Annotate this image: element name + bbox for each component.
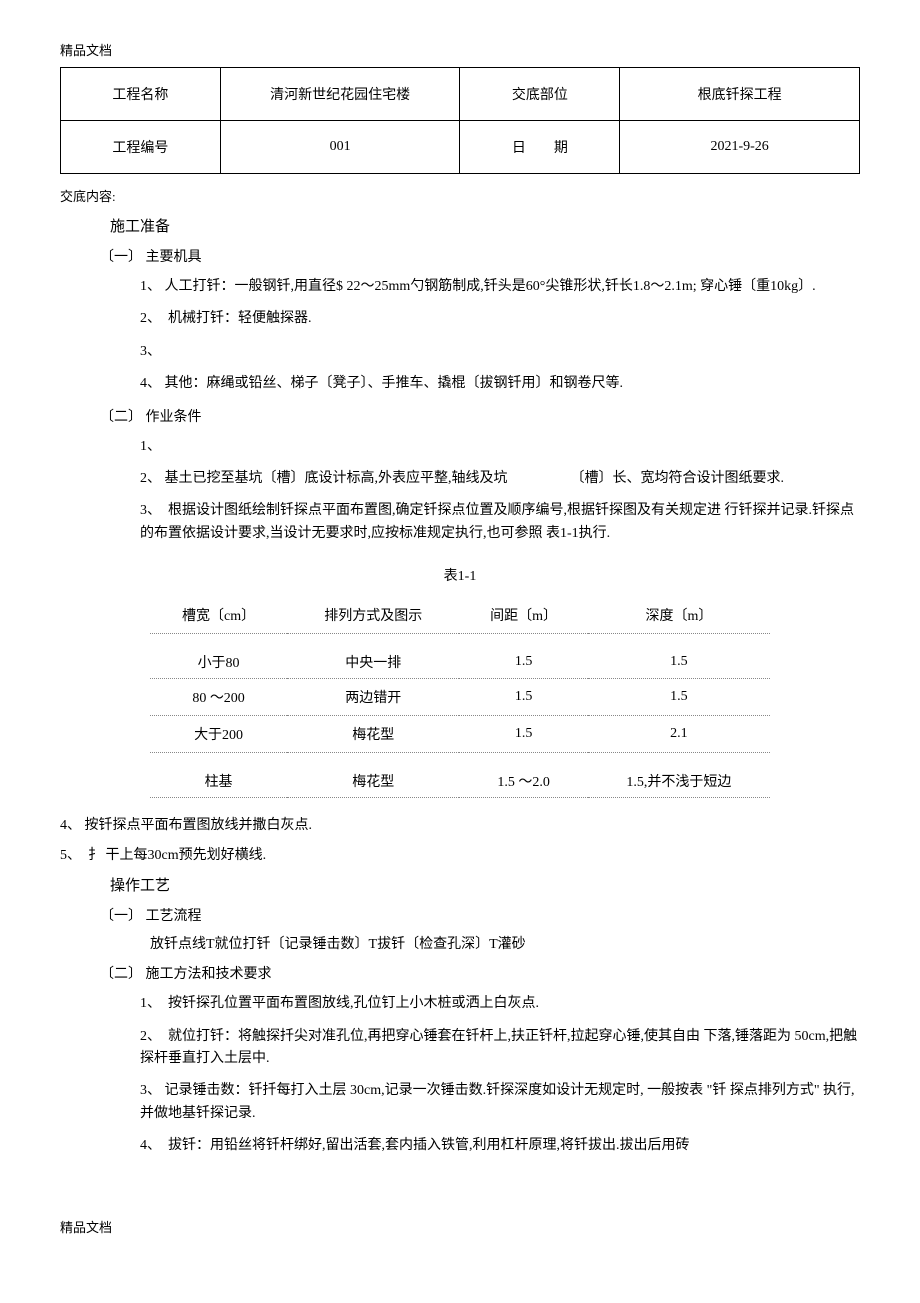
table-title: 表1-1 bbox=[60, 565, 860, 585]
sub-heading: 〔二〕 施工方法和技术要求 bbox=[100, 963, 860, 983]
sub-heading: 〔二〕 作业条件 bbox=[100, 406, 860, 426]
info-table: 工程名称 清河新世纪花园住宅楼 交底部位 根底钎探工程 工程编号 001 日 期… bbox=[60, 67, 860, 174]
table-cell: 2.1 bbox=[588, 716, 770, 753]
footer-label: 精品文档 bbox=[60, 1217, 860, 1236]
list-item: 2、 基土已挖至基坑〔槽〕底设计标高,外表应平整,轴线及坑 〔槽〕长、宽均符合设… bbox=[140, 468, 860, 490]
table-cell: 1.5 bbox=[459, 679, 587, 716]
list-item: 4、 其他：麻绳或铅丝、梯子〔凳子〕、手推车、撬棍〔拔钢钎用〕和钢卷尺等. bbox=[140, 373, 860, 395]
section-title: 施工准备 bbox=[110, 215, 860, 236]
table-cell: 两边错开 bbox=[287, 679, 459, 716]
table-cell: 1.5 bbox=[588, 679, 770, 716]
info-value: 001 bbox=[220, 121, 460, 174]
header-label: 精品文档 bbox=[60, 40, 860, 59]
table-cell: 中央一排 bbox=[287, 634, 459, 679]
table-cell: 1.5 〜2.0 bbox=[459, 753, 587, 798]
info-label: 工程编号 bbox=[61, 121, 221, 174]
table-header: 间距〔m〕 bbox=[459, 589, 587, 634]
sub-heading: 〔一〕 主要机具 bbox=[100, 246, 860, 266]
list-item: 1、 按钎探孔位置平面布置图放线,孔位钉上小木桩或洒上白灰点. bbox=[140, 993, 860, 1015]
data-table: 槽宽〔cm〕 排列方式及图示 间距〔m〕 深度〔m〕 小于80 中央一排 1.5… bbox=[150, 589, 770, 798]
table-cell: 大于200 bbox=[150, 716, 287, 753]
info-value: 根底钎探工程 bbox=[620, 68, 860, 121]
info-value: 2021-9-26 bbox=[620, 121, 860, 174]
table-cell: 1.5,并不浅于短边 bbox=[588, 753, 770, 798]
list-item: 3、 根据设计图纸绘制钎探点平面布置图,确定钎探点位置及顺序编号,根据钎探图及有… bbox=[140, 500, 860, 545]
info-label: 工程名称 bbox=[61, 68, 221, 121]
sub-heading: 〔一〕 工艺流程 bbox=[100, 905, 860, 925]
table-cell: 梅花型 bbox=[287, 716, 459, 753]
jiaodi-label: 交底内容: bbox=[60, 186, 860, 205]
section-title: 操作工艺 bbox=[110, 874, 860, 895]
table-cell: 80 〜200 bbox=[150, 679, 287, 716]
table-cell: 梅花型 bbox=[287, 753, 459, 798]
list-item: 5、 扌 干上每30cm预先划好横线. bbox=[60, 844, 860, 864]
table-cell: 小于80 bbox=[150, 634, 287, 679]
list-item: 4、 拔钎：用铅丝将钎杆绑好,留出活套,套内插入铁管,利用杠杆原理,将钎拔出.拔… bbox=[140, 1135, 860, 1157]
table-cell: 柱基 bbox=[150, 753, 287, 798]
flow-text: 放钎点线T就位打钎〔记录锤击数〕T拔钎〔检查孔深〕T灌砂 bbox=[150, 933, 860, 953]
info-value: 清河新世纪花园住宅楼 bbox=[220, 68, 460, 121]
info-label: 日 期 bbox=[460, 121, 620, 174]
list-item: 2、 就位打钎：将触探扦尖对准孔位,再把穿心锤套在钎杆上,扶正钎杆,拉起穿心锤,… bbox=[140, 1026, 860, 1071]
list-item: 1、 bbox=[140, 436, 860, 458]
table-header: 槽宽〔cm〕 bbox=[150, 589, 287, 634]
list-item: 3、 bbox=[140, 341, 860, 363]
table-cell: 1.5 bbox=[588, 634, 770, 679]
list-item: 1、 人工打钎：一般钢钎,用直径$ 22〜25mm勺钢筋制成,钎头是60°尖锥形… bbox=[140, 276, 860, 298]
list-item: 4、 按钎探点平面布置图放线并撒白灰点. bbox=[60, 814, 860, 834]
table-header: 排列方式及图示 bbox=[287, 589, 459, 634]
table-header: 深度〔m〕 bbox=[588, 589, 770, 634]
list-item: 3、 记录锤击数：钎扦每打入土层 30cm,记录一次锤击数.钎探深度如设计无规定… bbox=[140, 1080, 860, 1125]
list-item: 2、 机械打钎：轻便触探器. bbox=[140, 308, 860, 330]
table-cell: 1.5 bbox=[459, 716, 587, 753]
info-label: 交底部位 bbox=[460, 68, 620, 121]
table-cell: 1.5 bbox=[459, 634, 587, 679]
